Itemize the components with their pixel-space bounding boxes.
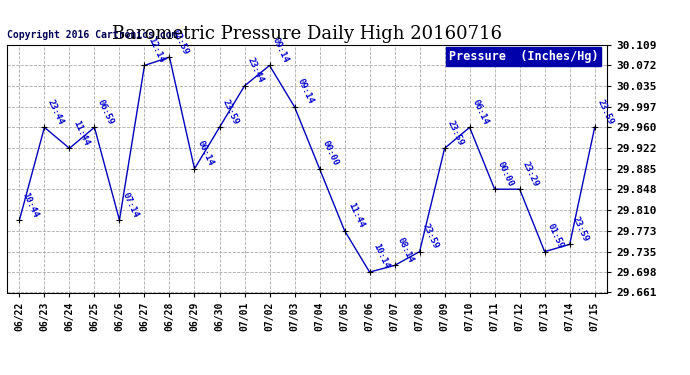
- Text: 11:44: 11:44: [71, 119, 90, 147]
- Text: 06:59: 06:59: [96, 98, 115, 126]
- Text: 23:59: 23:59: [221, 98, 240, 126]
- Text: 23:59: 23:59: [571, 215, 591, 243]
- Text: 23:59: 23:59: [421, 222, 440, 250]
- Text: 23:59: 23:59: [596, 98, 615, 126]
- Text: Pressure  (Inches/Hg): Pressure (Inches/Hg): [448, 50, 598, 63]
- Text: 10:14: 10:14: [371, 243, 391, 271]
- Text: 11:44: 11:44: [346, 201, 366, 229]
- Text: 00:00: 00:00: [321, 139, 340, 167]
- Text: 10:44: 10:44: [21, 190, 40, 219]
- Text: 08:14: 08:14: [396, 236, 415, 264]
- Text: Copyright 2016 Cartronics.com: Copyright 2016 Cartronics.com: [7, 30, 177, 40]
- Text: 23:44: 23:44: [46, 98, 66, 126]
- Text: 09:14: 09:14: [296, 77, 315, 105]
- Text: 23:29: 23:29: [521, 160, 540, 188]
- Text: 07:14: 07:14: [121, 190, 140, 219]
- Text: 23:44: 23:44: [246, 56, 266, 84]
- Text: 00:00: 00:00: [496, 160, 515, 188]
- Title: Barometric Pressure Daily High 20160716: Barometric Pressure Daily High 20160716: [112, 26, 502, 44]
- Text: 06:14: 06:14: [471, 98, 491, 126]
- Text: 02:59: 02:59: [171, 28, 190, 56]
- Text: 01:59: 01:59: [546, 222, 566, 250]
- Text: 09:14: 09:14: [271, 36, 290, 64]
- Text: 00:14: 00:14: [196, 139, 215, 167]
- Text: 23:59: 23:59: [446, 119, 466, 147]
- Text: 12:14: 12:14: [146, 36, 166, 64]
